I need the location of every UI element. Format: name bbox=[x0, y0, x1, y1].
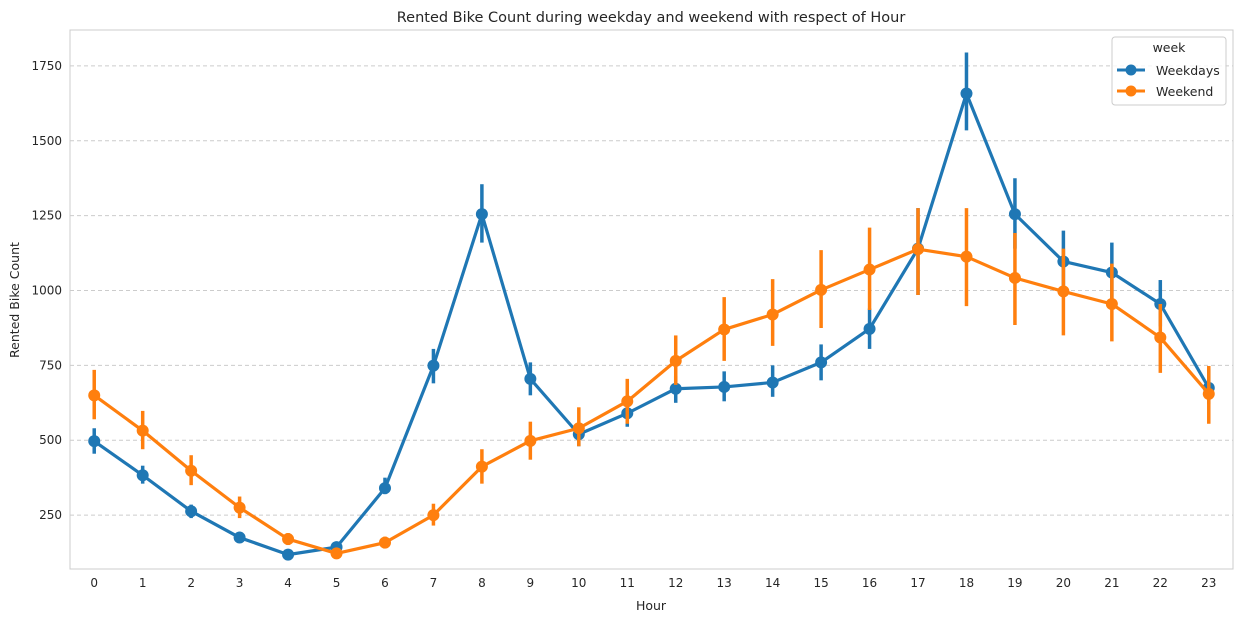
data-point-weekdays bbox=[136, 469, 149, 482]
x-tick-label: 15 bbox=[813, 576, 828, 590]
data-point-weekdays bbox=[669, 382, 682, 395]
data-point-weekdays bbox=[282, 548, 295, 561]
x-tick-label: 18 bbox=[959, 576, 974, 590]
data-point-weekend bbox=[912, 243, 925, 256]
data-point-weekend bbox=[863, 263, 876, 276]
data-point-weekend bbox=[572, 422, 585, 435]
x-tick-label: 9 bbox=[527, 576, 535, 590]
data-point-weekend bbox=[1105, 297, 1118, 310]
data-point-weekend bbox=[1057, 285, 1070, 298]
data-point-weekdays bbox=[815, 356, 828, 369]
y-tick-label: 1000 bbox=[31, 284, 62, 298]
data-point-weekdays bbox=[185, 505, 198, 518]
x-tick-label: 20 bbox=[1056, 576, 1071, 590]
data-point-weekdays bbox=[766, 376, 779, 389]
legend-label-weekdays: Weekdays bbox=[1156, 63, 1220, 78]
y-tick-label: 1750 bbox=[31, 59, 62, 73]
x-tick-label: 22 bbox=[1153, 576, 1168, 590]
data-point-weekend bbox=[1008, 271, 1021, 284]
data-point-weekdays bbox=[475, 208, 488, 221]
series-line-weekend bbox=[92, 247, 1211, 556]
x-tick-label: 17 bbox=[910, 576, 925, 590]
legend-box bbox=[1111, 36, 1227, 106]
data-point-weekend bbox=[1154, 331, 1167, 344]
data-point-weekend bbox=[88, 389, 101, 402]
x-tick-label: 0 bbox=[90, 576, 98, 590]
legend-marker-weekdays bbox=[1125, 64, 1137, 76]
series-weekend bbox=[88, 208, 1215, 560]
data-point-weekend bbox=[282, 533, 295, 546]
data-point-weekdays bbox=[524, 372, 537, 385]
y-tick-label: 1500 bbox=[31, 134, 62, 148]
x-tick-label: 5 bbox=[333, 576, 341, 590]
x-tick-label: 2 bbox=[187, 576, 195, 590]
data-point-weekend bbox=[427, 509, 440, 522]
data-point-weekend bbox=[815, 283, 828, 296]
data-point-weekend bbox=[1202, 387, 1215, 400]
legend-label-weekend: Weekend bbox=[1156, 84, 1213, 99]
x-tick-label: 12 bbox=[668, 576, 683, 590]
legend-title: week bbox=[1153, 40, 1187, 55]
x-tick-label: 23 bbox=[1201, 576, 1216, 590]
data-point-weekend bbox=[524, 434, 537, 447]
grid-lines bbox=[70, 65, 1233, 516]
x-tick-label: 7 bbox=[430, 576, 438, 590]
y-axis-label: Rented Bike Count bbox=[7, 242, 22, 358]
data-point-weekend bbox=[960, 250, 973, 263]
x-tick-label: 4 bbox=[284, 576, 292, 590]
x-tick-label: 21 bbox=[1104, 576, 1119, 590]
x-tick-label: 3 bbox=[236, 576, 244, 590]
data-point-weekdays bbox=[863, 322, 876, 335]
y-tick-label: 750 bbox=[39, 358, 62, 372]
legend: week Weekdays Weekend bbox=[1111, 36, 1227, 106]
data-point-weekdays bbox=[88, 435, 101, 448]
data-point-weekend bbox=[185, 464, 198, 477]
series-line-weekdays bbox=[92, 91, 1211, 557]
y-tick-label: 1250 bbox=[31, 209, 62, 223]
y-tick-label: 500 bbox=[39, 433, 62, 447]
x-tick-label: 19 bbox=[1007, 576, 1022, 590]
data-point-weekdays bbox=[718, 380, 731, 393]
y-tick-label: 250 bbox=[39, 508, 62, 522]
series-layer bbox=[88, 52, 1215, 561]
data-point-weekend bbox=[330, 547, 343, 560]
data-point-weekend bbox=[766, 308, 779, 321]
data-point-weekend bbox=[718, 323, 731, 336]
data-point-weekend bbox=[233, 501, 246, 514]
x-tick-label: 13 bbox=[717, 576, 732, 590]
x-tick-label: 11 bbox=[620, 576, 635, 590]
data-point-weekdays bbox=[233, 531, 246, 544]
x-tick-label: 8 bbox=[478, 576, 486, 590]
x-tick-label: 14 bbox=[765, 576, 780, 590]
x-axis-label: Hour bbox=[636, 598, 667, 613]
x-tick-label: 1 bbox=[139, 576, 147, 590]
data-point-weekdays bbox=[1008, 208, 1021, 221]
legend-marker-weekend bbox=[1125, 85, 1137, 97]
plot-frame bbox=[69, 29, 1234, 570]
x-tick-label: 10 bbox=[571, 576, 586, 590]
data-point-weekend bbox=[621, 395, 634, 408]
data-point-weekdays bbox=[427, 359, 440, 372]
data-point-weekend bbox=[136, 424, 149, 437]
data-point-weekend bbox=[669, 354, 682, 367]
data-point-weekdays bbox=[378, 482, 391, 495]
chart-title: Rented Bike Count during weekday and wee… bbox=[397, 10, 906, 26]
data-point-weekdays bbox=[960, 87, 973, 100]
x-tick-label: 6 bbox=[381, 576, 389, 590]
data-point-weekend bbox=[378, 536, 391, 549]
data-point-weekend bbox=[475, 460, 488, 473]
x-tick-label: 16 bbox=[862, 576, 877, 590]
